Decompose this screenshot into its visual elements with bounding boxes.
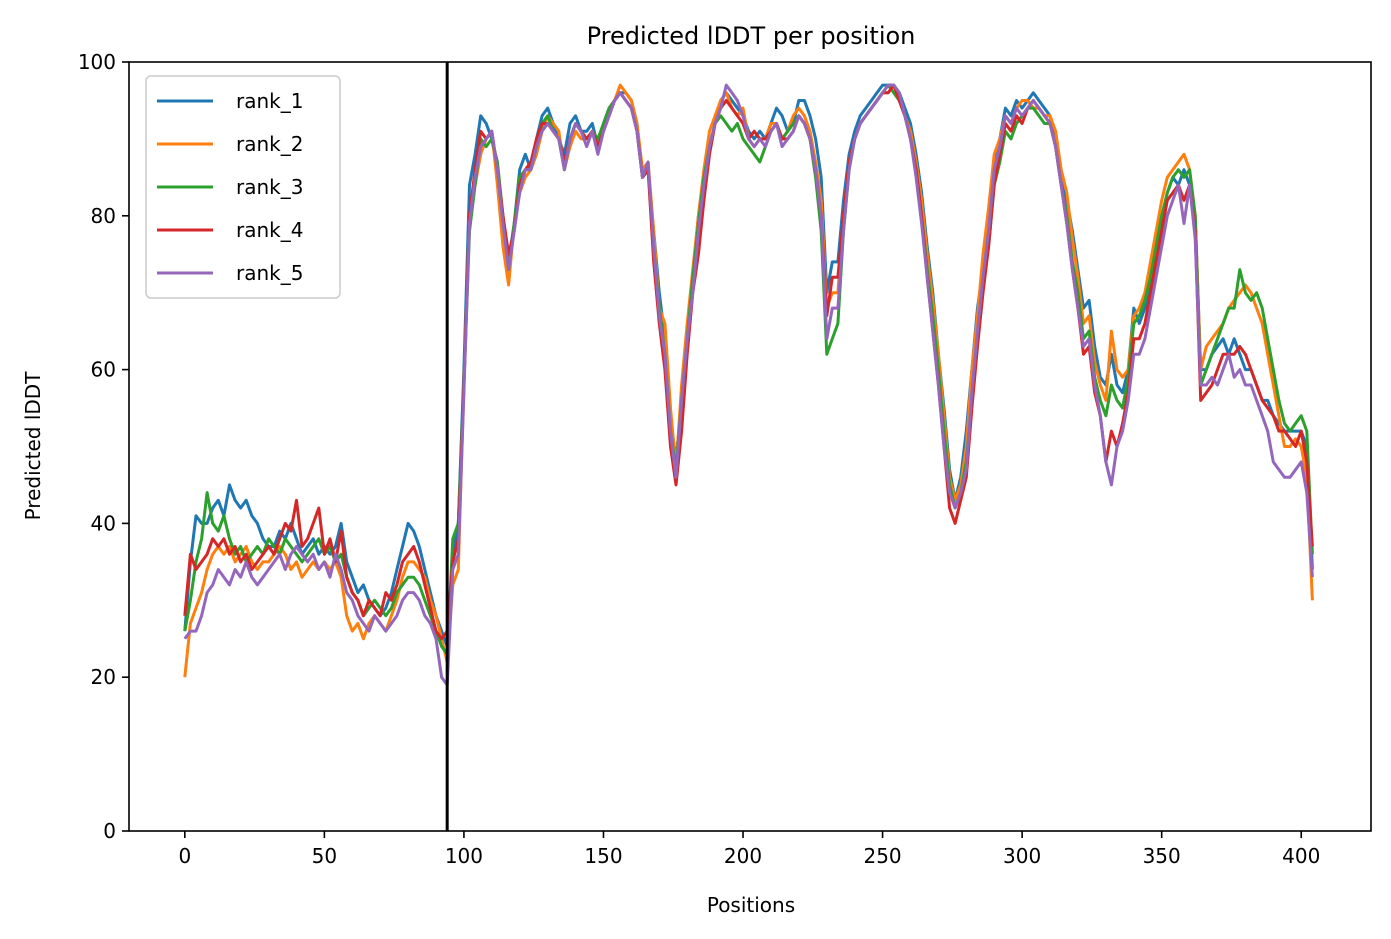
y-tick-label: 0 [103, 819, 116, 843]
x-axis: 0 50 100 150 200 250 300 350 400 [178, 831, 1320, 868]
legend: rank_1 rank_2 rank_3 rank_4 rank_5 [145, 75, 341, 299]
x-tick-label: 50 [312, 844, 337, 868]
x-tick-label: 400 [1282, 844, 1320, 868]
legend-label-rank_2: rank_2 [236, 132, 303, 156]
y-axis: 0 20 40 60 80 100 [78, 50, 129, 843]
plot-area [128, 61, 1372, 832]
plot-frame [128, 61, 1372, 832]
x-tick-label: 0 [178, 844, 191, 868]
legend-box [145, 75, 341, 299]
x-tick-label: 200 [724, 844, 762, 868]
y-tick-label: 100 [78, 50, 116, 74]
legend-label-rank_3: rank_3 [236, 175, 303, 199]
x-tick-label: 150 [584, 844, 622, 868]
legend-label-rank_1: rank_1 [236, 89, 303, 113]
x-axis-title: Positions [707, 893, 795, 917]
chart-title: Predicted lDDT per position [587, 22, 916, 50]
y-tick-label: 60 [91, 358, 116, 382]
series-line-rank_3 [183, 83, 1314, 656]
x-tick-label: 300 [1003, 844, 1041, 868]
y-tick-label: 20 [91, 665, 116, 689]
series-line-rank_5 [183, 83, 1314, 687]
x-tick-label: 250 [863, 844, 901, 868]
legend-label-rank_4: rank_4 [236, 218, 303, 242]
legend-label-rank_5: rank_5 [236, 261, 303, 285]
y-axis-title: Predicted lDDT [21, 371, 45, 521]
series-layer [183, 83, 1314, 687]
y-tick-label: 40 [91, 511, 116, 535]
x-tick-label: 100 [445, 844, 483, 868]
x-tick-label: 350 [1143, 844, 1181, 868]
y-tick-label: 80 [91, 204, 116, 228]
